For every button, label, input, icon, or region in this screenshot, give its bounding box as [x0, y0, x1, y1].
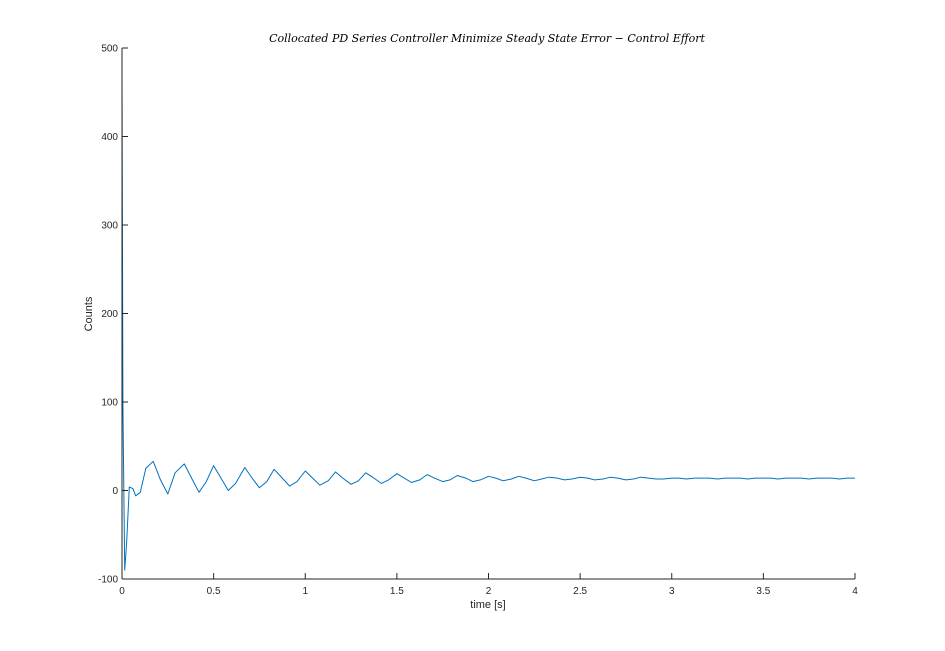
y-ticks: -100 0 100 200 300 400 500	[98, 44, 128, 586]
x-tick-label: 3.5	[756, 586, 770, 597]
x-tick-label: 1	[302, 586, 308, 597]
chart-title: Collocated PD Series Controller Minimize…	[269, 32, 705, 45]
y-tick-label: -100	[98, 575, 118, 586]
x-tick-label: 2.5	[573, 586, 587, 597]
x-tick-label: 3	[669, 586, 675, 597]
x-tick-label: 1.5	[390, 586, 404, 597]
x-tick-label: 0	[119, 586, 125, 597]
y-tick-label: 200	[101, 309, 118, 320]
x-tick-label: 0.5	[207, 586, 221, 597]
x-tick-label: 2	[486, 586, 492, 597]
y-tick-label: 400	[101, 132, 118, 143]
y-tick-label: 0	[112, 486, 118, 497]
y-tick-label: 300	[101, 221, 118, 232]
y-tick-label: 500	[101, 44, 118, 55]
y-axis-label: Counts	[83, 296, 95, 331]
x-axis-label: time [s]	[470, 599, 505, 611]
series-line	[121, 74, 855, 571]
y-tick-label: 100	[101, 398, 118, 409]
x-tick-label: 4	[852, 586, 858, 597]
x-ticks: 0 0.5 1 1.5 2 2.5 3 3.5 4	[119, 573, 858, 597]
